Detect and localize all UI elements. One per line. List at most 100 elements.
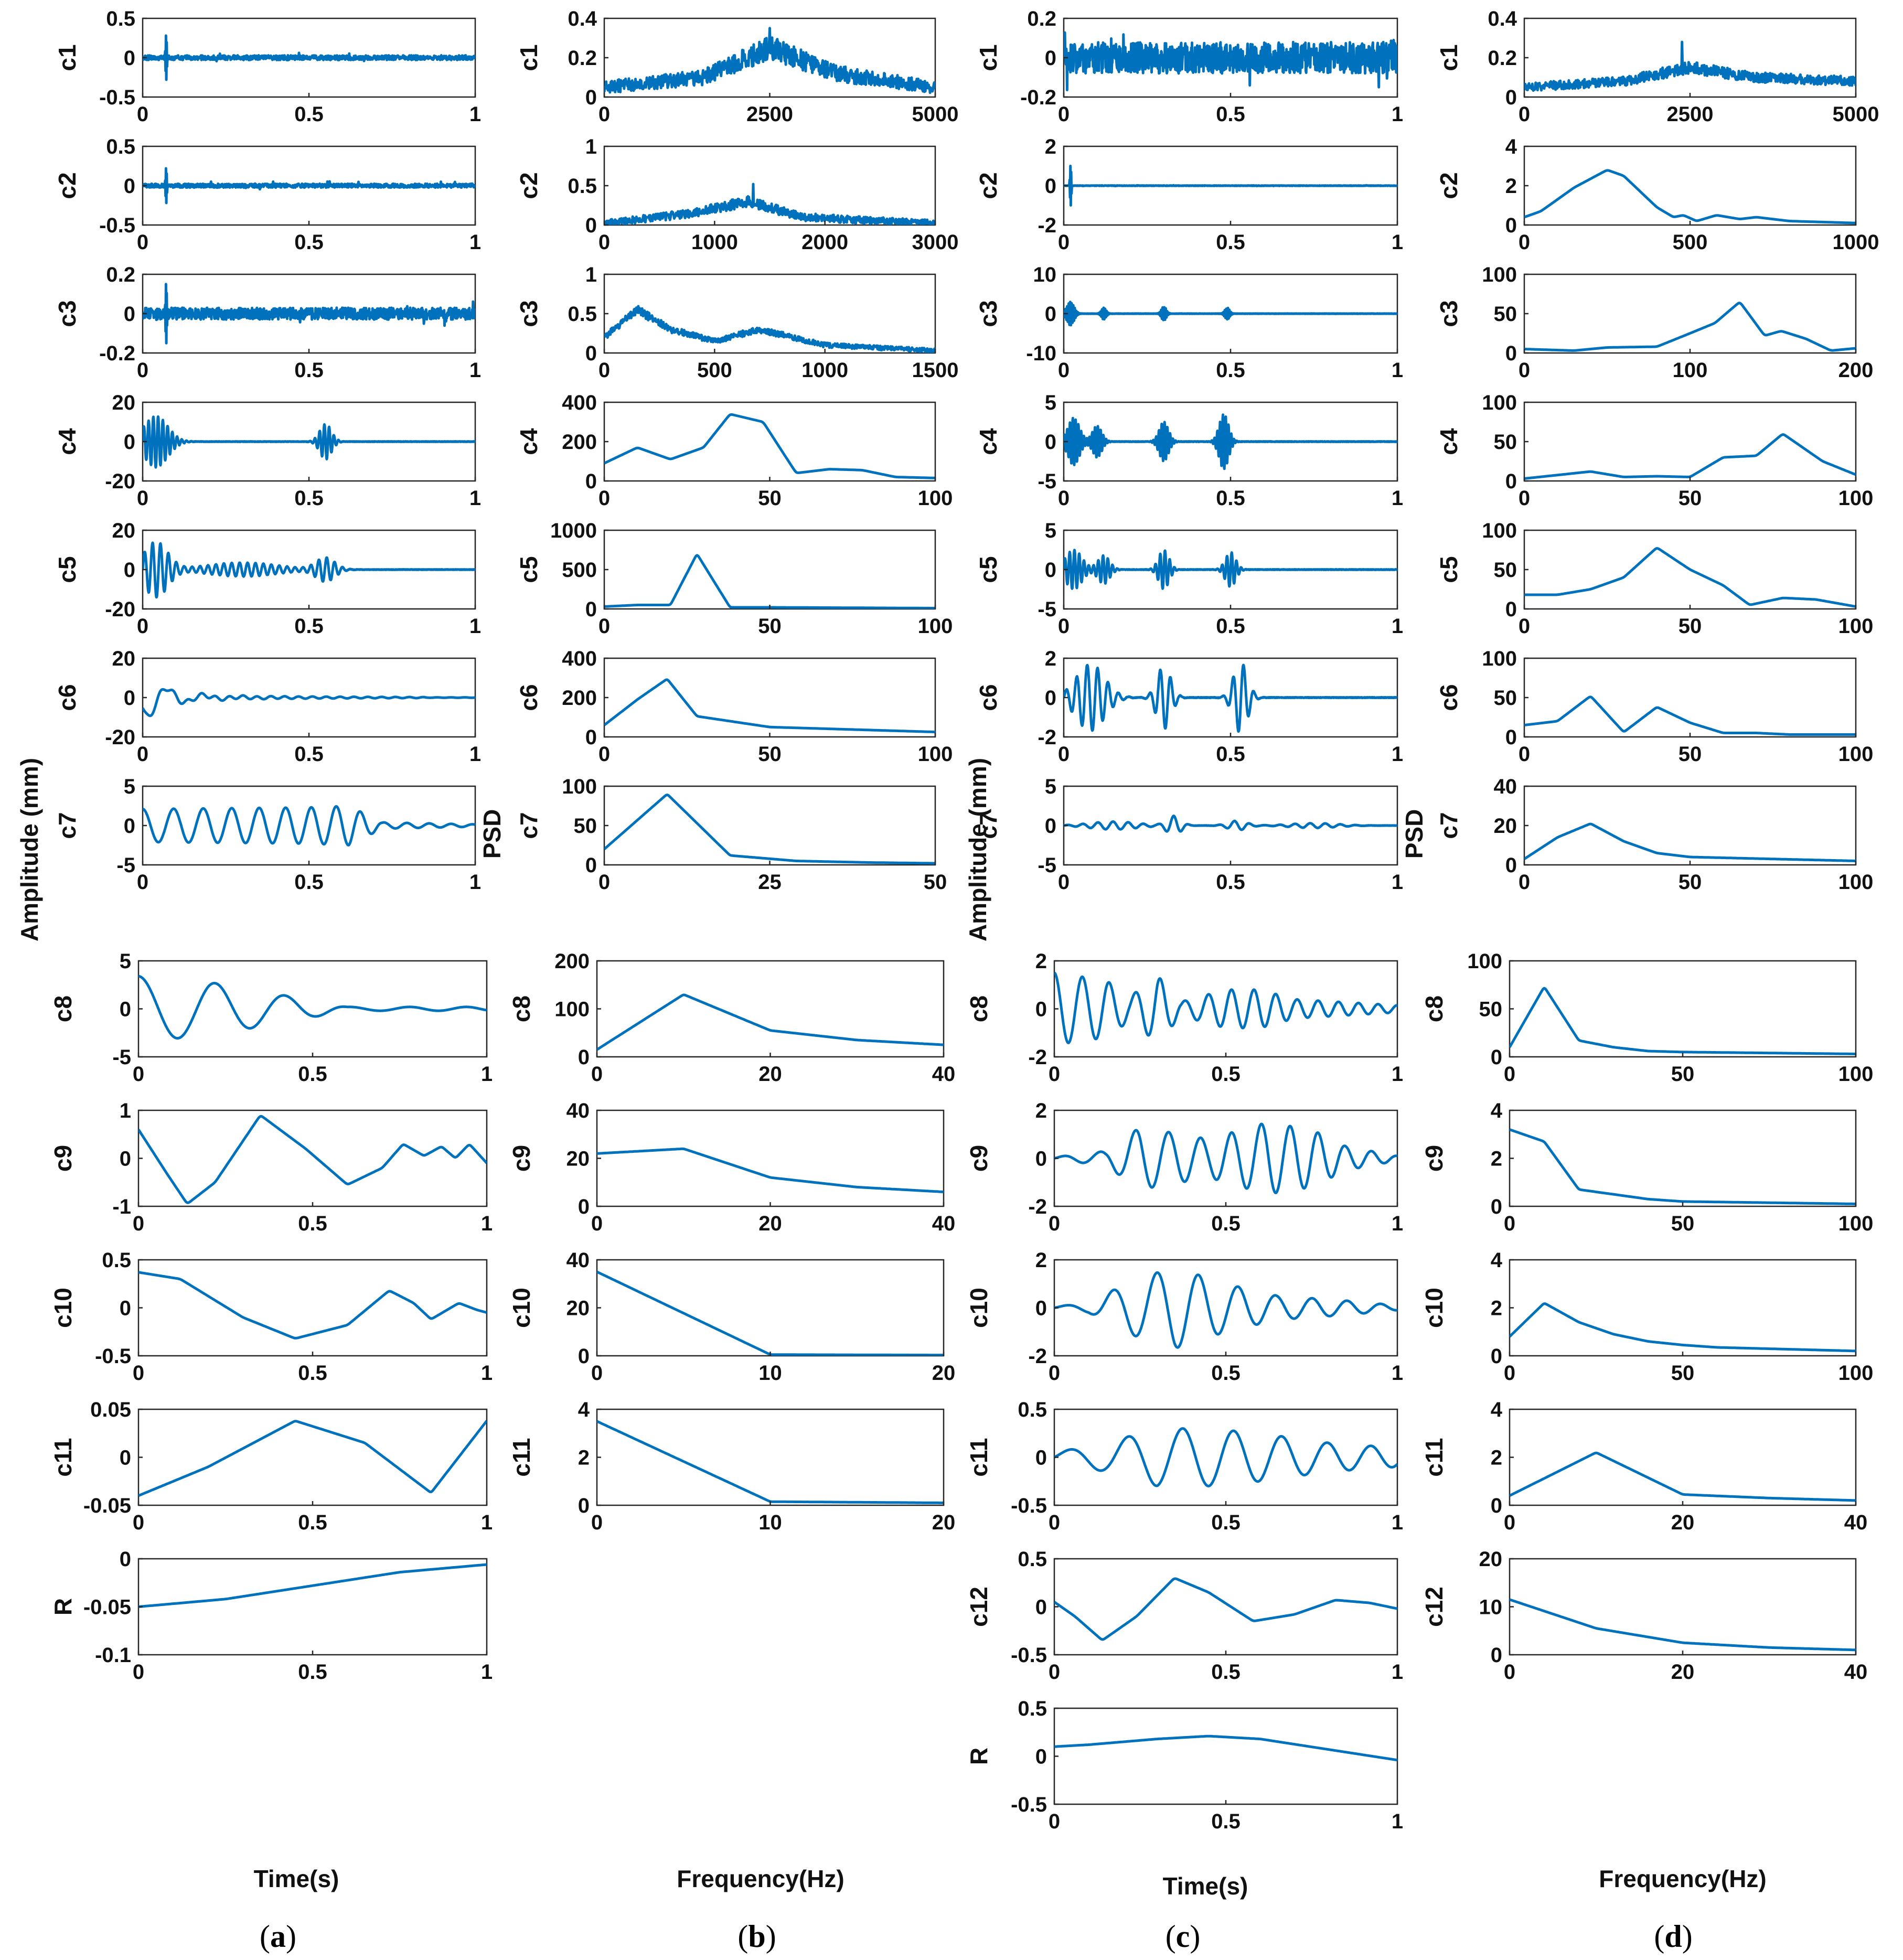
axes-box-b-c5 <box>603 529 936 610</box>
subplot-a-c3: 0 0.5 1-0.200.2c3 <box>54 263 481 382</box>
panel-ylabel-a-c7: c7 <box>54 812 81 839</box>
panel-ylabel-d-c6: c6 <box>1435 684 1462 711</box>
series-line-c-c9 <box>1054 1122 1397 1194</box>
y-tick-label-c-c10-2: 2 <box>1035 1249 1047 1272</box>
y-tick-label-c-c8-2: 2 <box>1035 950 1047 973</box>
y-tick-label-d-c7-1: 20 <box>1494 815 1517 838</box>
x-tick-label-b-c5-0: 0 <box>598 615 610 638</box>
panel-ylabel-d-c10: c10 <box>1420 1288 1448 1328</box>
x-tick-label-d-c6-0: 0 <box>1519 743 1530 766</box>
subplot-d-c2: 0 500 1000 0 2 4 c2 <box>1435 135 1879 254</box>
y-tick-label-b-c5-1: 500 <box>562 559 597 582</box>
x-tick-label-d-c12-2: 40 <box>1844 1661 1868 1684</box>
x-tick-label-c-c8-0: 0 <box>1049 1063 1060 1086</box>
y-tick-label-c-c10-1: 0 <box>1035 1297 1047 1320</box>
axes-box-b-c9 <box>596 1109 945 1207</box>
ylabel-amplitude-a: Amplitude (mm) <box>16 758 43 941</box>
y-tick-label-c-c7-0: -5 <box>1038 854 1056 877</box>
y-tick-label-a-c7-1: 0 <box>124 815 135 838</box>
x-tick-label-c-c12-1: 0.5 <box>1211 1661 1241 1684</box>
y-tick-label-d-c1-1: 0.2 <box>1488 47 1517 70</box>
series-line-d-c2 <box>1524 169 1856 224</box>
axes-box-b-c7 <box>603 785 936 866</box>
axes-box-b-c3 <box>603 273 936 354</box>
x-tick-label-b-c3-1: 500 <box>697 359 732 382</box>
series-line-c-c7 <box>1064 815 1397 833</box>
x-tick-label-d-c7-1: 50 <box>1679 871 1702 894</box>
column-label-d: (d) <box>1654 1919 1692 1954</box>
subplot-b-c1: 0 2500 5000 0 0.2 0.4 c1 <box>515 7 958 126</box>
y-tick-label-c-c7-1: 0 <box>1045 815 1056 838</box>
panel-ylabel-c-c9: c9 <box>965 1145 992 1172</box>
y-tick-label-b-c3-0: 0 <box>585 342 597 365</box>
series-line-d-c5 <box>1524 547 1856 608</box>
y-tick-label-b-c1-0: 0 <box>585 86 597 109</box>
y-tick-label-c-c9-2: 2 <box>1035 1099 1047 1122</box>
series-line-c-c4 <box>1064 413 1397 470</box>
y-tick-label-c-c6-2: 2 <box>1045 647 1056 670</box>
series-line-d-c10 <box>1510 1302 1856 1353</box>
x-tick-label-b-c9-0: 0 <box>591 1212 603 1235</box>
y-tick-label-b-c8-2: 200 <box>554 950 590 973</box>
y-tick-label-a-c5-2: 20 <box>112 519 136 542</box>
x-tick-label-b-c7-0: 0 <box>598 871 610 894</box>
x-tick-label-c-c7-2: 1 <box>1392 871 1403 894</box>
panel-ylabel-c-c11: c11 <box>965 1438 992 1476</box>
y-tick-label-b-c4-2: 400 <box>562 391 597 414</box>
x-tick-label-d-c5-2: 100 <box>1838 615 1874 638</box>
series-line-c-c6 <box>1064 663 1397 733</box>
y-tick-label-a-c10-0: -0.5 <box>95 1345 131 1368</box>
series-line-c-c5 <box>1064 549 1397 590</box>
panel-ylabel-d-c9: c9 <box>1420 1145 1448 1172</box>
xlabel-time-a: Time(s) <box>254 1865 339 1892</box>
x-tick-label-a-c6-2: 1 <box>469 743 481 766</box>
y-tick-label-d-c11-0: 0 <box>1491 1494 1502 1517</box>
y-tick-label-a-c10-1: 0 <box>120 1297 131 1320</box>
x-tick-label-c-c6-0: 0 <box>1058 743 1070 766</box>
x-tick-label-a-c1-1: 0.5 <box>294 103 324 126</box>
y-tick-label-a-c4-2: 20 <box>112 391 136 414</box>
panel-ylabel-d-c8: c8 <box>1420 995 1448 1022</box>
x-tick-label-d-c11-2: 40 <box>1844 1511 1868 1534</box>
x-tick-label-b-c1-0: 0 <box>598 103 610 126</box>
y-tick-label-a-R-2: 0 <box>120 1548 131 1571</box>
y-tick-label-d-c12-1: 10 <box>1479 1596 1503 1619</box>
panel-ylabel-c-R: R <box>965 1748 992 1765</box>
x-tick-label-d-c4-2: 100 <box>1838 487 1874 510</box>
panel-ylabel-d-c3: c3 <box>1435 300 1462 327</box>
y-tick-label-a-c8-1: 0 <box>120 998 131 1021</box>
axes-box-c-c11 <box>1053 1408 1398 1506</box>
y-tick-label-a-c4-0: -20 <box>105 470 135 493</box>
y-tick-label-c-c11-0: -0.5 <box>1011 1494 1047 1517</box>
y-tick-label-b-c6-2: 400 <box>562 647 597 670</box>
x-tick-label-d-c8-2: 100 <box>1838 1063 1874 1086</box>
x-tick-label-d-c1-1: 2500 <box>1667 103 1714 126</box>
y-tick-label-a-c5-0: -20 <box>105 598 135 621</box>
x-tick-label-a-c11-2: 1 <box>481 1511 493 1534</box>
y-tick-label-c-c2-1: 0 <box>1045 175 1056 198</box>
subplot-b-c9: 0 20 40 0 20 40 c9 <box>508 1099 955 1235</box>
panel-ylabel-c-c6: c6 <box>975 684 1002 711</box>
panel-ylabel-a-c3: c3 <box>54 300 81 327</box>
panel-ylabel-c-c10: c10 <box>965 1288 992 1328</box>
panel-ylabel-b-c2: c2 <box>515 172 542 199</box>
y-tick-label-d-c9-0: 0 <box>1491 1195 1502 1218</box>
y-tick-label-d-c9-1: 2 <box>1491 1148 1502 1171</box>
x-tick-label-c-c12-0: 0 <box>1049 1661 1060 1684</box>
x-tick-label-c-R-0: 0 <box>1049 1810 1060 1833</box>
x-tick-label-b-c8-2: 40 <box>932 1063 956 1086</box>
axes-box-c-c9 <box>1053 1109 1398 1207</box>
panel-ylabel-a-c6: c6 <box>54 684 81 711</box>
x-tick-label-b-c11-0: 0 <box>591 1511 603 1534</box>
series-line-b-c7 <box>604 794 935 865</box>
subplot-c-R: 0 0.5 1-0.500.5R <box>965 1697 1403 1833</box>
y-tick-label-b-c10-0: 0 <box>578 1345 590 1368</box>
xlabel-frequency-d: Frequency(Hz) <box>1599 1865 1766 1892</box>
x-tick-label-c-c7-0: 0 <box>1058 871 1070 894</box>
series-line-b-c3 <box>604 305 935 353</box>
series-line-d-c9 <box>1510 1128 1856 1205</box>
